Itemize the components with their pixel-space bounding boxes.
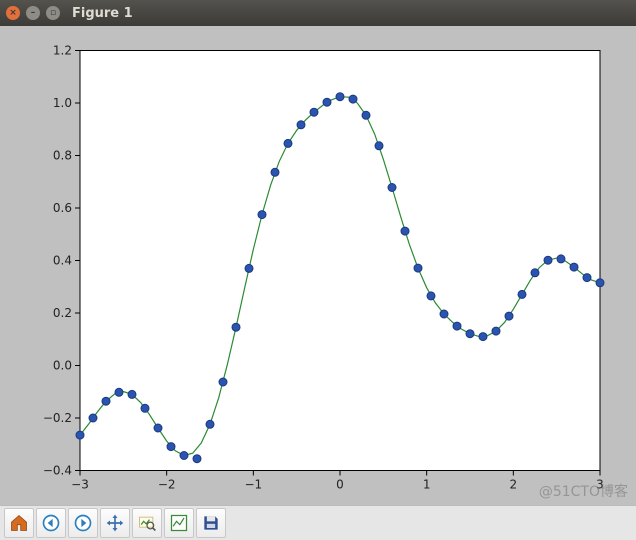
y-tick-label: −0.4 — [43, 464, 72, 478]
x-tick-label: 0 — [336, 478, 344, 492]
minimize-icon[interactable]: – — [26, 6, 40, 20]
scatter-point — [76, 431, 84, 439]
y-tick-label: 0.2 — [53, 306, 72, 320]
scatter-point — [336, 93, 344, 101]
scatter-point — [284, 139, 292, 147]
scatter-point — [310, 108, 318, 116]
x-tick-label: 2 — [510, 478, 518, 492]
scatter-point — [245, 264, 253, 272]
scatter-point — [505, 312, 513, 320]
scatter-point — [128, 390, 136, 398]
scatter-point — [414, 264, 422, 272]
x-tick-label: −3 — [71, 478, 89, 492]
scatter-point — [375, 142, 383, 150]
x-tick-label: 3 — [596, 478, 604, 492]
window-title: Figure 1 — [72, 6, 133, 21]
figure-canvas: −0.4 −0.2 0.0 0.2 0.4 0.6 0.8 1.0 1.2 −3 −2 −1 0 1 2 3… — [0, 26, 636, 505]
plot-svg: −0.4 −0.2 0.0 0.2 0.4 0.6 0.8 1.0 1.2 −3 −2 −1 0 1 2 3 — [0, 26, 636, 505]
y-tick-label: −0.2 — [43, 411, 72, 425]
scatter-point — [518, 290, 526, 298]
scatter-point — [297, 121, 305, 129]
axes-background — [80, 51, 600, 471]
scatter-point — [544, 256, 552, 264]
y-tick-label: 0.8 — [53, 149, 72, 163]
titlebar: × – ▫ Figure 1 — [0, 0, 636, 26]
scatter-point — [492, 327, 500, 335]
move-icon — [105, 513, 125, 533]
x-tick-label: 1 — [423, 478, 431, 492]
scatter-point — [466, 330, 474, 338]
scatter-point — [362, 111, 370, 119]
scatter-point — [180, 452, 188, 460]
y-tick-label: 0.0 — [53, 359, 72, 373]
arrow-left-icon — [41, 513, 61, 533]
scatter-point — [401, 227, 409, 235]
x-axis-ticks: −3 −2 −1 0 1 2 3 — [71, 471, 604, 492]
arrow-right-icon — [73, 513, 93, 533]
zoom-icon — [137, 513, 157, 533]
y-axis-ticks: −0.4 −0.2 0.0 0.2 0.4 0.6 0.8 1.0 1.2 — [43, 44, 80, 478]
scatter-point — [388, 184, 396, 192]
x-tick-label: −2 — [158, 478, 176, 492]
scatter-point — [219, 378, 227, 386]
scatter-point — [115, 388, 123, 396]
scatter-point — [206, 420, 214, 428]
scatter-point — [596, 279, 604, 287]
scatter-point — [141, 404, 149, 412]
scatter-point — [323, 98, 331, 106]
home-icon — [9, 513, 29, 533]
scatter-point — [167, 443, 175, 451]
scatter-point — [271, 168, 279, 176]
scatter-point — [102, 397, 110, 405]
scatter-point — [531, 269, 539, 277]
y-tick-label: 1.2 — [53, 44, 72, 58]
zoom-button[interactable] — [132, 508, 162, 538]
maximize-icon[interactable]: ▫ — [46, 6, 60, 20]
scatter-point — [570, 263, 578, 271]
scatter-point — [89, 414, 97, 422]
scatter-point — [232, 323, 240, 331]
save-icon — [201, 513, 221, 533]
y-tick-label: 0.6 — [53, 201, 72, 215]
scatter-point — [349, 95, 357, 103]
close-icon[interactable]: × — [6, 6, 20, 20]
home-button[interactable] — [4, 508, 34, 538]
matplotlib-toolbar — [0, 505, 636, 540]
back-button[interactable] — [36, 508, 66, 538]
save-button[interactable] — [196, 508, 226, 538]
scatter-point — [154, 424, 162, 432]
subplots-button[interactable] — [164, 508, 194, 538]
scatter-point — [427, 292, 435, 300]
configure-icon — [169, 513, 189, 533]
y-tick-label: 0.4 — [53, 254, 72, 268]
scatter-point — [453, 322, 461, 330]
scatter-point — [258, 211, 266, 219]
app-window: × – ▫ Figure 1 −0.4 −0.2 0.0 0.2 0.4 0.6 0.8 1.… — [0, 0, 636, 540]
y-tick-label: 1.0 — [53, 96, 72, 110]
scatter-point — [557, 255, 565, 263]
scatter-point — [583, 274, 591, 282]
forward-button[interactable] — [68, 508, 98, 538]
x-tick-label: −1 — [244, 478, 262, 492]
scatter-point — [440, 310, 448, 318]
scatter-point — [193, 455, 201, 463]
scatter-point — [479, 333, 487, 341]
pan-button[interactable] — [100, 508, 130, 538]
